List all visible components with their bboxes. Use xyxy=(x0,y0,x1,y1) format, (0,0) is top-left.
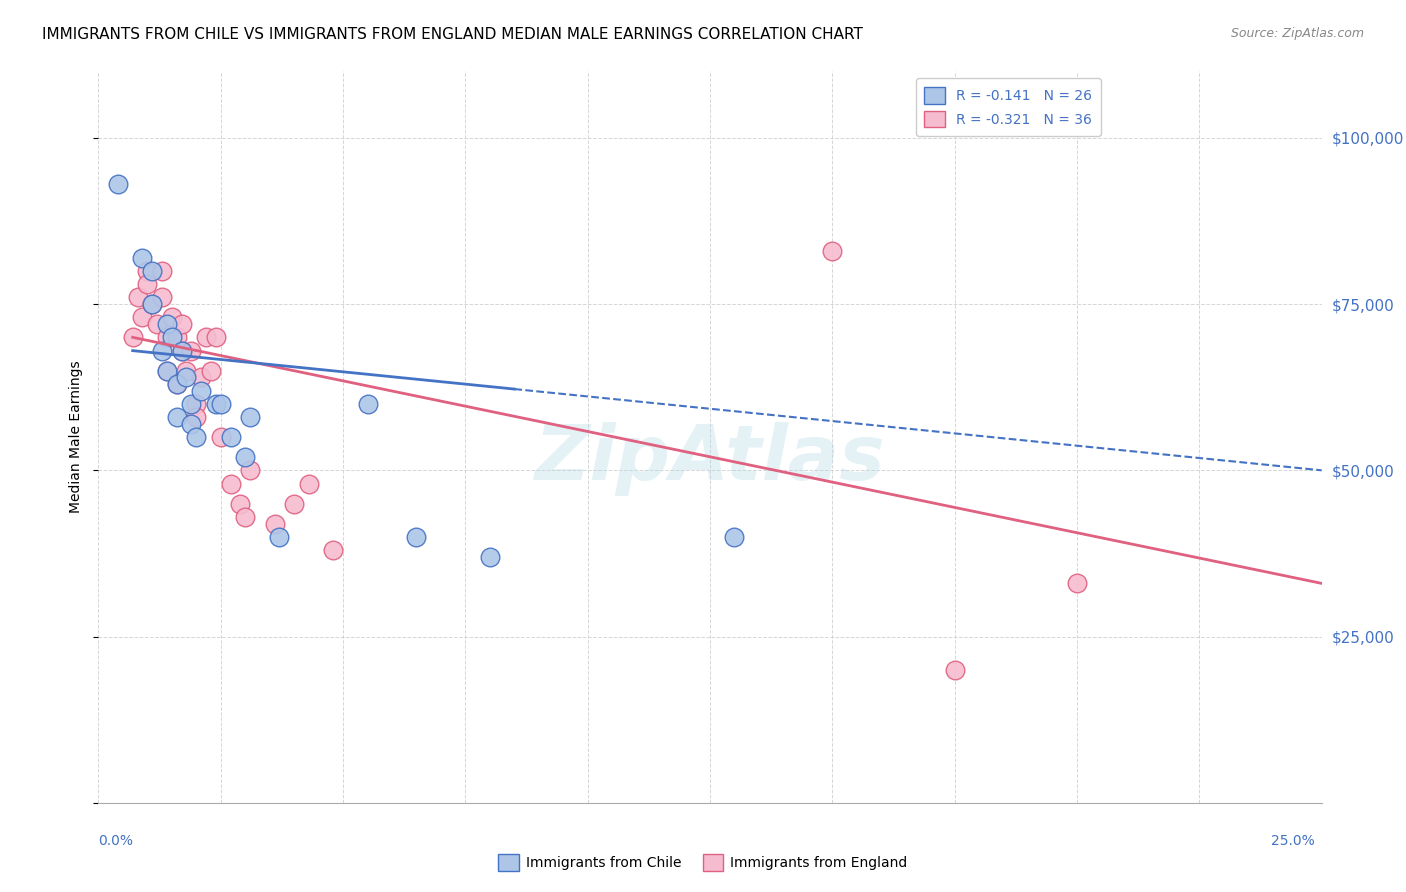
Point xyxy=(136,277,159,292)
Point xyxy=(127,290,149,304)
Point xyxy=(150,343,173,358)
Legend: Immigrants from Chile, Immigrants from England: Immigrants from Chile, Immigrants from E… xyxy=(494,848,912,876)
Point xyxy=(263,516,285,531)
Point xyxy=(150,264,173,278)
Point xyxy=(233,450,256,464)
Point xyxy=(121,330,143,344)
Point xyxy=(141,264,163,278)
Text: ZipAtlas: ZipAtlas xyxy=(534,422,886,496)
Point xyxy=(239,410,262,425)
Point xyxy=(229,497,252,511)
Point xyxy=(186,410,208,425)
Point xyxy=(186,397,208,411)
Point xyxy=(156,330,179,344)
Point xyxy=(156,363,179,377)
Point xyxy=(298,476,321,491)
Point xyxy=(156,363,179,377)
Point xyxy=(180,417,202,431)
Point xyxy=(239,463,262,477)
Point xyxy=(209,430,232,444)
Point xyxy=(160,330,183,344)
Point xyxy=(136,264,159,278)
Point xyxy=(170,317,193,331)
Point xyxy=(190,384,212,398)
Point xyxy=(176,370,198,384)
Point xyxy=(170,343,193,358)
Point xyxy=(943,663,966,677)
Point xyxy=(405,530,427,544)
Y-axis label: Median Male Earnings: Median Male Earnings xyxy=(69,360,83,514)
Point xyxy=(180,397,202,411)
Point xyxy=(156,317,179,331)
Point xyxy=(269,530,291,544)
Point xyxy=(166,376,188,391)
Text: 25.0%: 25.0% xyxy=(1271,834,1315,848)
Text: Source: ZipAtlas.com: Source: ZipAtlas.com xyxy=(1230,27,1364,40)
Point xyxy=(322,543,344,558)
Text: 0.0%: 0.0% xyxy=(98,834,134,848)
Point xyxy=(107,178,129,192)
Point xyxy=(200,363,222,377)
Point xyxy=(166,376,188,391)
Point xyxy=(219,476,242,491)
Point xyxy=(209,397,232,411)
Point xyxy=(131,251,153,265)
Point xyxy=(166,330,188,344)
Point xyxy=(146,317,169,331)
Point xyxy=(180,343,202,358)
Point xyxy=(170,343,193,358)
Point xyxy=(150,290,173,304)
Point xyxy=(478,549,501,564)
Point xyxy=(190,370,212,384)
Point xyxy=(219,430,242,444)
Point xyxy=(141,297,163,311)
Point xyxy=(195,330,218,344)
Point xyxy=(205,330,228,344)
Point xyxy=(283,497,305,511)
Legend: R = -0.141   N = 26, R = -0.321   N = 36: R = -0.141 N = 26, R = -0.321 N = 36 xyxy=(917,78,1101,136)
Point xyxy=(205,397,228,411)
Point xyxy=(160,310,183,325)
Point xyxy=(166,410,188,425)
Point xyxy=(186,430,208,444)
Point xyxy=(821,244,844,258)
Point xyxy=(723,530,745,544)
Point xyxy=(356,397,378,411)
Point xyxy=(1066,576,1088,591)
Point xyxy=(141,297,163,311)
Point xyxy=(233,509,256,524)
Point xyxy=(176,363,198,377)
Text: IMMIGRANTS FROM CHILE VS IMMIGRANTS FROM ENGLAND MEDIAN MALE EARNINGS CORRELATIO: IMMIGRANTS FROM CHILE VS IMMIGRANTS FROM… xyxy=(42,27,863,42)
Point xyxy=(131,310,153,325)
